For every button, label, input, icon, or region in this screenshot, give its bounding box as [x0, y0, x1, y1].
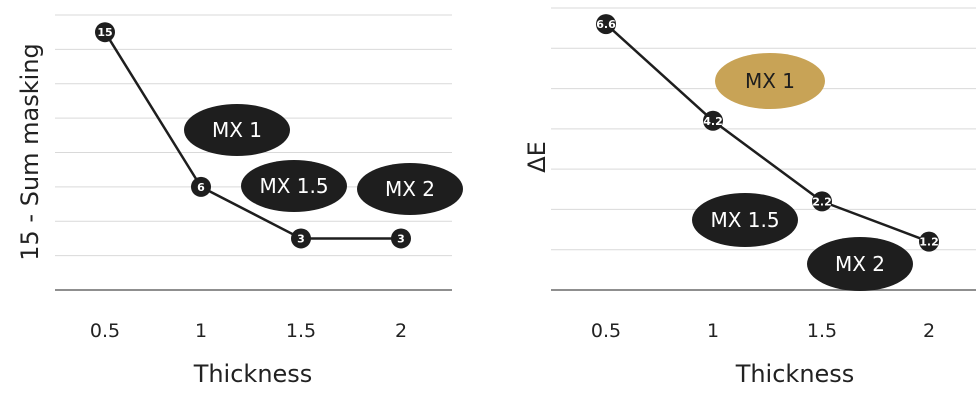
x-tick-label: 1.5 — [286, 320, 316, 342]
annotation-bubble — [692, 193, 798, 247]
data-label: 1.2 — [919, 236, 939, 249]
x-tick-label: 1 — [707, 320, 719, 342]
annotation-bubble — [807, 237, 913, 291]
data-label: 4.2 — [703, 115, 723, 128]
annotation-label: MX 1 — [745, 69, 795, 93]
data-point — [95, 22, 115, 43]
annotation-label: MX 1.5 — [259, 174, 328, 198]
annotation-bubble — [715, 53, 825, 109]
data-label: 3 — [397, 232, 405, 245]
annotation-label: MX 1.5 — [710, 208, 779, 232]
annotation-label: MX 2 — [835, 252, 885, 276]
data-label: 2.2 — [812, 195, 832, 208]
data-point — [191, 176, 211, 197]
x-axis-title: Thickness — [193, 360, 313, 388]
x-tick-label: 2 — [923, 320, 935, 342]
x-tick-label: 0.5 — [90, 320, 120, 342]
data-point — [812, 191, 832, 212]
annotation-bubble — [241, 160, 347, 212]
data-label: 3 — [297, 232, 305, 245]
data-point — [291, 228, 311, 249]
annotation-label: MX 2 — [385, 177, 435, 201]
data-point — [919, 231, 939, 252]
data-point — [703, 110, 723, 131]
data-label: 15 — [97, 26, 112, 39]
data-label: 6.6 — [596, 18, 616, 31]
series-line — [103, 31, 401, 240]
x-tick-label: 0.5 — [591, 320, 621, 342]
x-tick-label: 1.5 — [807, 320, 837, 342]
annotation-bubble — [184, 104, 290, 156]
y-axis-title: 15 - Sum masking — [16, 43, 44, 261]
annotation-label: MX 1 — [212, 118, 262, 142]
annotation-bubble — [357, 163, 463, 215]
data-label: 6 — [197, 181, 205, 194]
data-point — [391, 228, 411, 249]
data-point — [596, 14, 616, 35]
y-axis-title: ΔE — [523, 141, 551, 173]
x-tick-label: 1 — [195, 320, 207, 342]
series-line — [605, 23, 930, 243]
x-tick-label: 2 — [395, 320, 407, 342]
x-axis-title: Thickness — [735, 360, 855, 388]
